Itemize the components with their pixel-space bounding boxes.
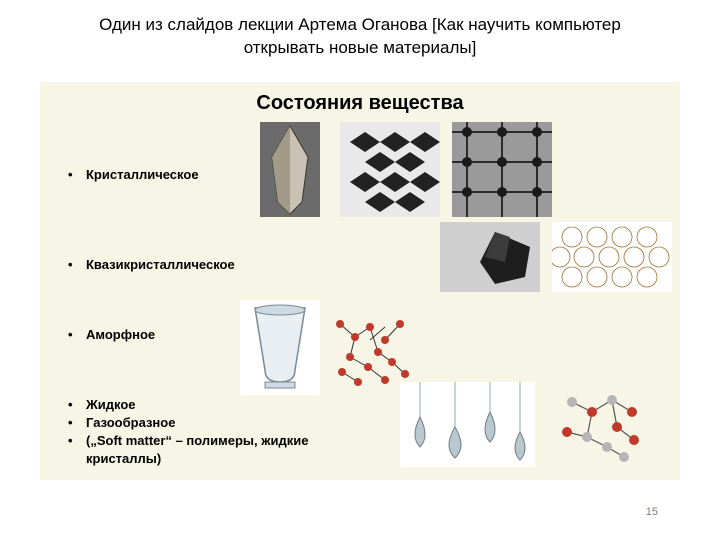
- bullet-dot: •: [68, 398, 86, 411]
- image-amorphous-network: [330, 312, 415, 392]
- bullet-row: •Жидкое: [68, 398, 136, 411]
- bullet-text: кристаллы): [86, 451, 161, 466]
- image-penrose-tiling: [552, 222, 672, 292]
- bullet-text: („Soft matter“ – полимеры, жидкие: [86, 433, 308, 448]
- image-lattice-pattern: [452, 122, 552, 217]
- caption: Один из слайдов лекции Артема Оганова [К…: [0, 0, 720, 70]
- bullet-row: •Газообразное: [68, 416, 175, 429]
- bullet-text: Кристаллическое: [86, 167, 199, 182]
- bullet-dot: •: [68, 328, 86, 341]
- bullet-row: кристаллы): [68, 452, 161, 465]
- slide-title: Состояния вещества: [40, 82, 680, 115]
- bullet-text: Жидкое: [86, 397, 136, 412]
- caption-line-1: Один из слайдов лекции Артема Оганова [К…: [99, 15, 621, 34]
- page-number: 15: [646, 506, 658, 518]
- bullet-text: Квазикристаллическое: [86, 257, 235, 272]
- bullet-dot: •: [68, 434, 86, 447]
- image-droplets: [400, 382, 535, 467]
- bullet-text: Газообразное: [86, 415, 175, 430]
- bullet-dot: •: [68, 258, 86, 271]
- bullet-row: •Квазикристаллическое: [68, 258, 235, 271]
- image-crystal-spear: [260, 122, 320, 217]
- image-glass: [240, 300, 320, 395]
- bullet-dot: •: [68, 168, 86, 181]
- bullet-row: •Кристаллическое: [68, 168, 199, 181]
- page: Один из слайдов лекции Артема Оганова [К…: [0, 0, 720, 540]
- bullet-row: •(„Soft matter“ – полимеры, жидкие: [68, 434, 308, 447]
- bullet-row: •Аморфное: [68, 328, 155, 341]
- embedded-slide: Состояния вещества •Кристаллическое•Кваз…: [40, 82, 680, 480]
- caption-line-2: открывать новые материалы]: [244, 38, 477, 57]
- bullet-text: Аморфное: [86, 327, 155, 342]
- bullet-dot: •: [68, 416, 86, 429]
- image-molecule-3d: [552, 382, 652, 467]
- image-quasicrystal-photo: [440, 222, 540, 292]
- image-lattice-bw: [340, 122, 440, 217]
